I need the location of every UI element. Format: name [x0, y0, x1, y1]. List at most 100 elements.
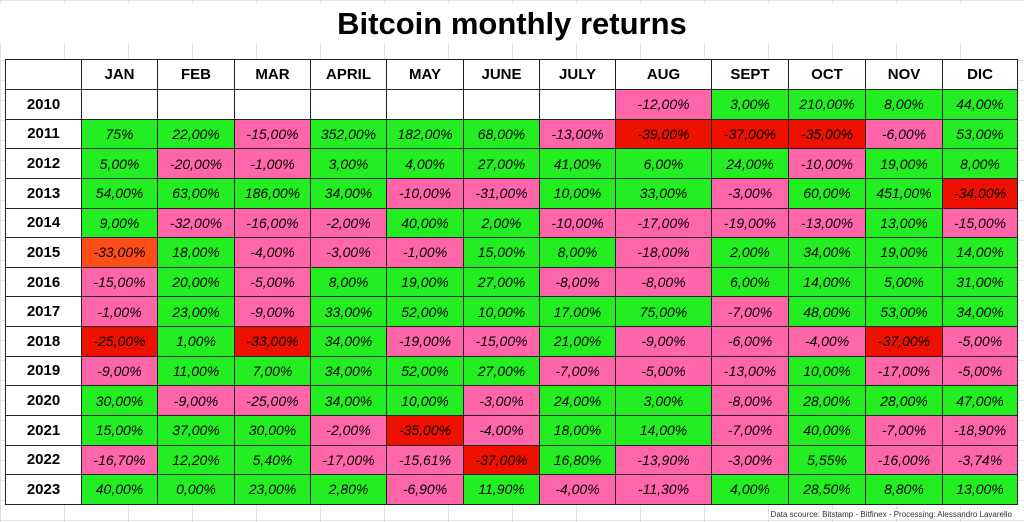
year-label-2019: 2019 — [6, 356, 82, 387]
return-cell-2020-sept: -8,00% — [712, 386, 789, 416]
return-cell-2010-dic: 44,00% — [943, 90, 1018, 120]
return-cell-2023-oct: 28,50% — [789, 475, 866, 505]
return-cell-2012-jan: 5,00% — [82, 149, 158, 179]
return-cell-2022-july: 16,80% — [540, 445, 616, 476]
return-cell-2011-may: 182,00% — [387, 119, 464, 150]
return-cell-2020-oct: 28,00% — [789, 386, 866, 416]
return-cell-2017-aug: 75,00% — [616, 297, 712, 327]
return-cell-2014-jan: 9,00% — [82, 208, 158, 239]
return-cell-2011-feb: 22,00% — [158, 119, 235, 150]
return-cell-2015-oct: 34,00% — [789, 238, 866, 268]
return-cell-2014-nov: 13,00% — [866, 208, 943, 239]
return-cell-2014-dic: -15,00% — [943, 208, 1018, 239]
month-header-feb: FEB — [158, 60, 235, 90]
return-cell-2010-nov: 8,00% — [866, 90, 943, 120]
return-cell-2013-feb: 63,00% — [158, 178, 235, 209]
return-cell-2022-oct: 5,55% — [789, 445, 866, 476]
return-cell-2010-june — [464, 90, 540, 120]
month-header-sept: SEPT — [712, 60, 789, 90]
return-cell-2013-aug: 33,00% — [616, 178, 712, 209]
returns-table: JAN FEB MAR APRIL MAY JUNE JULY AUG SEPT OCT NOV DI… — [5, 59, 1018, 505]
return-cell-2017-april: 33,00% — [311, 297, 387, 327]
return-cell-2020-april: 34,00% — [311, 386, 387, 416]
return-cell-2021-mar: 30,00% — [235, 415, 311, 446]
year-label-2011: 2011 — [6, 119, 82, 150]
return-cell-2023-jan: 40,00% — [82, 475, 158, 505]
return-cell-2019-april: 34,00% — [311, 356, 387, 387]
return-cell-2021-feb: 37,00% — [158, 415, 235, 446]
return-cell-2010-mar — [235, 90, 311, 120]
year-label-2012: 2012 — [6, 149, 82, 179]
return-cell-2011-dic: 53,00% — [943, 119, 1018, 150]
return-cell-2019-aug: -5,00% — [616, 356, 712, 387]
return-cell-2017-nov: 53,00% — [866, 297, 943, 327]
return-cell-2017-june: 10,00% — [464, 297, 540, 327]
return-cell-2022-dic: -3,74% — [943, 445, 1018, 476]
return-cell-2019-nov: -17,00% — [866, 356, 943, 387]
year-label-2015: 2015 — [6, 238, 82, 268]
return-cell-2016-oct: 14,00% — [789, 267, 866, 298]
return-cell-2018-dic: -5,00% — [943, 327, 1018, 357]
return-cell-2021-june: -4,00% — [464, 415, 540, 446]
year-label-2023: 2023 — [6, 475, 82, 505]
return-cell-2011-nov: -6,00% — [866, 119, 943, 150]
return-cell-2017-july: 17,00% — [540, 297, 616, 327]
month-header-aug: AUG — [616, 60, 712, 90]
return-cell-2022-feb: 12,20% — [158, 445, 235, 476]
return-cell-2011-jan: 75% — [82, 119, 158, 150]
year-label-2017: 2017 — [6, 297, 82, 327]
return-cell-2023-nov: 8,80% — [866, 475, 943, 505]
return-cell-2022-june: -37,00% — [464, 445, 540, 476]
return-cell-2012-oct: -10,00% — [789, 149, 866, 179]
return-cell-2022-nov: -16,00% — [866, 445, 943, 476]
return-cell-2023-june: 11,90% — [464, 475, 540, 505]
return-cell-2020-aug: 3,00% — [616, 386, 712, 416]
return-cell-2011-sept: -37,00% — [712, 119, 789, 150]
return-cell-2023-july: -4,00% — [540, 475, 616, 505]
return-cell-2021-april: -2,00% — [311, 415, 387, 446]
return-cell-2015-may: -1,00% — [387, 238, 464, 268]
year-label-2022: 2022 — [6, 445, 82, 476]
return-cell-2021-may: -35,00% — [387, 415, 464, 446]
return-cell-2016-aug: -8,00% — [616, 267, 712, 298]
return-cell-2010-april — [311, 90, 387, 120]
return-cell-2012-feb: -20,00% — [158, 149, 235, 179]
return-cell-2016-may: 19,00% — [387, 267, 464, 298]
return-cell-2015-april: -3,00% — [311, 238, 387, 268]
return-cell-2023-april: 2,80% — [311, 475, 387, 505]
month-header-june: JUNE — [464, 60, 540, 90]
return-cell-2022-jan: -16,70% — [82, 445, 158, 476]
month-header-oct: OCT — [789, 60, 866, 90]
return-cell-2010-july — [540, 90, 616, 120]
return-cell-2014-july: -10,00% — [540, 208, 616, 239]
return-cell-2014-april: -2,00% — [311, 208, 387, 239]
return-cell-2012-may: 4,00% — [387, 149, 464, 179]
year-label-2018: 2018 — [6, 327, 82, 357]
return-cell-2013-sept: -3,00% — [712, 178, 789, 209]
return-cell-2018-jan: -25,00% — [82, 327, 158, 357]
return-cell-2020-feb: -9,00% — [158, 386, 235, 416]
return-cell-2015-aug: -18,00% — [616, 238, 712, 268]
month-header-dic: DIC — [943, 60, 1018, 90]
return-cell-2014-may: 40,00% — [387, 208, 464, 239]
month-header-may: MAY — [387, 60, 464, 90]
return-cell-2014-feb: -32,00% — [158, 208, 235, 239]
return-cell-2011-aug: -39,00% — [616, 119, 712, 150]
return-cell-2015-june: 15,00% — [464, 238, 540, 268]
return-cell-2016-dic: 31,00% — [943, 267, 1018, 298]
chart-title: Bitcoin monthly returns — [0, 4, 1024, 44]
return-cell-2013-mar: 186,00% — [235, 178, 311, 209]
return-cell-2018-mar: -33,00% — [235, 327, 311, 357]
return-cell-2015-nov: 19,00% — [866, 238, 943, 268]
return-cell-2010-may — [387, 90, 464, 120]
return-cell-2014-mar: -16,00% — [235, 208, 311, 239]
return-cell-2018-nov: -37,00% — [866, 327, 943, 357]
return-cell-2015-sept: 2,00% — [712, 238, 789, 268]
return-cell-2023-mar: 23,00% — [235, 475, 311, 505]
return-cell-2020-dic: 47,00% — [943, 386, 1018, 416]
return-cell-2011-oct: -35,00% — [789, 119, 866, 150]
return-cell-2018-june: -15,00% — [464, 327, 540, 357]
return-cell-2021-oct: 40,00% — [789, 415, 866, 446]
return-cell-2019-dic: -5,00% — [943, 356, 1018, 387]
return-cell-2012-sept: 24,00% — [712, 149, 789, 179]
